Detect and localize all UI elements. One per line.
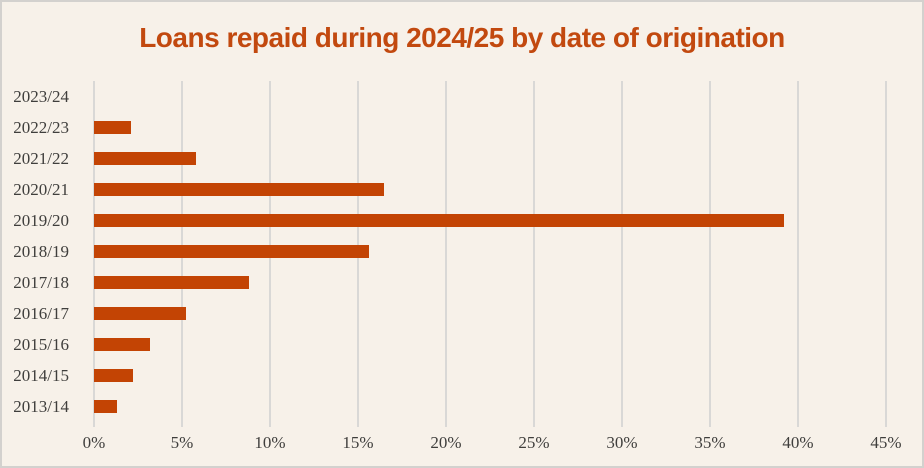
chart-row (94, 329, 886, 360)
gridline (445, 81, 447, 427)
bar-rows (94, 81, 886, 422)
x-tick-label: 15% (342, 433, 374, 452)
y-axis-labels: 2023/24 2022/23 2021/22 2020/21 2019/20 2018/… (2, 81, 82, 422)
category-label: 2016/17 (13, 303, 69, 323)
chart-row (94, 360, 886, 391)
category-label: 2019/20 (13, 210, 69, 230)
gridline (709, 81, 711, 427)
x-tick-label: 45% (870, 433, 902, 452)
category-label: 2020/21 (13, 179, 69, 199)
bar (94, 400, 117, 413)
x-tick-label: 0% (82, 433, 106, 452)
x-tick-label: 40% (782, 433, 814, 452)
bar (94, 307, 186, 320)
x-axis: 0% 5% 10% 15% 20% 25% 30% 35% 40% 45% (83, 433, 902, 457)
category-label: 2014/15 (13, 365, 69, 385)
category-label: 2017/18 (13, 272, 69, 292)
category-label: 2015/16 (13, 334, 69, 354)
gridline (620, 81, 623, 427)
gridline (885, 81, 887, 427)
x-tick-label: 30% (606, 433, 638, 452)
chart-row (94, 391, 886, 422)
bar (94, 152, 197, 165)
chart-row (94, 205, 886, 236)
x-tick-label: 35% (694, 433, 726, 452)
chart-row (94, 174, 886, 205)
bar (94, 214, 784, 227)
chart-row (94, 267, 886, 298)
chart-row (94, 81, 886, 112)
chart-title: Loans repaid during 2024/25 by date of o… (139, 22, 785, 53)
chart-row (94, 236, 886, 267)
x-tick-label: 20% (430, 433, 462, 452)
chart-row (94, 143, 886, 174)
plot-area (93, 81, 887, 427)
bar (94, 338, 151, 351)
bar (94, 276, 249, 289)
x-tick-label: 5% (170, 433, 194, 452)
gridline (533, 81, 535, 427)
category-label: 2013/14 (13, 396, 69, 416)
chart-row (94, 112, 886, 143)
bar (94, 121, 131, 134)
bar (94, 369, 133, 382)
category-label: 2021/22 (13, 148, 69, 168)
bar (94, 245, 369, 258)
category-label: 2023/24 (13, 86, 69, 106)
gridline (797, 81, 799, 427)
chart-row (94, 298, 886, 329)
bar (94, 183, 385, 196)
x-tick-label: 10% (254, 433, 286, 452)
category-label: 2018/19 (13, 241, 69, 261)
x-tick-label: 25% (518, 433, 550, 452)
category-label: 2022/23 (13, 117, 69, 137)
